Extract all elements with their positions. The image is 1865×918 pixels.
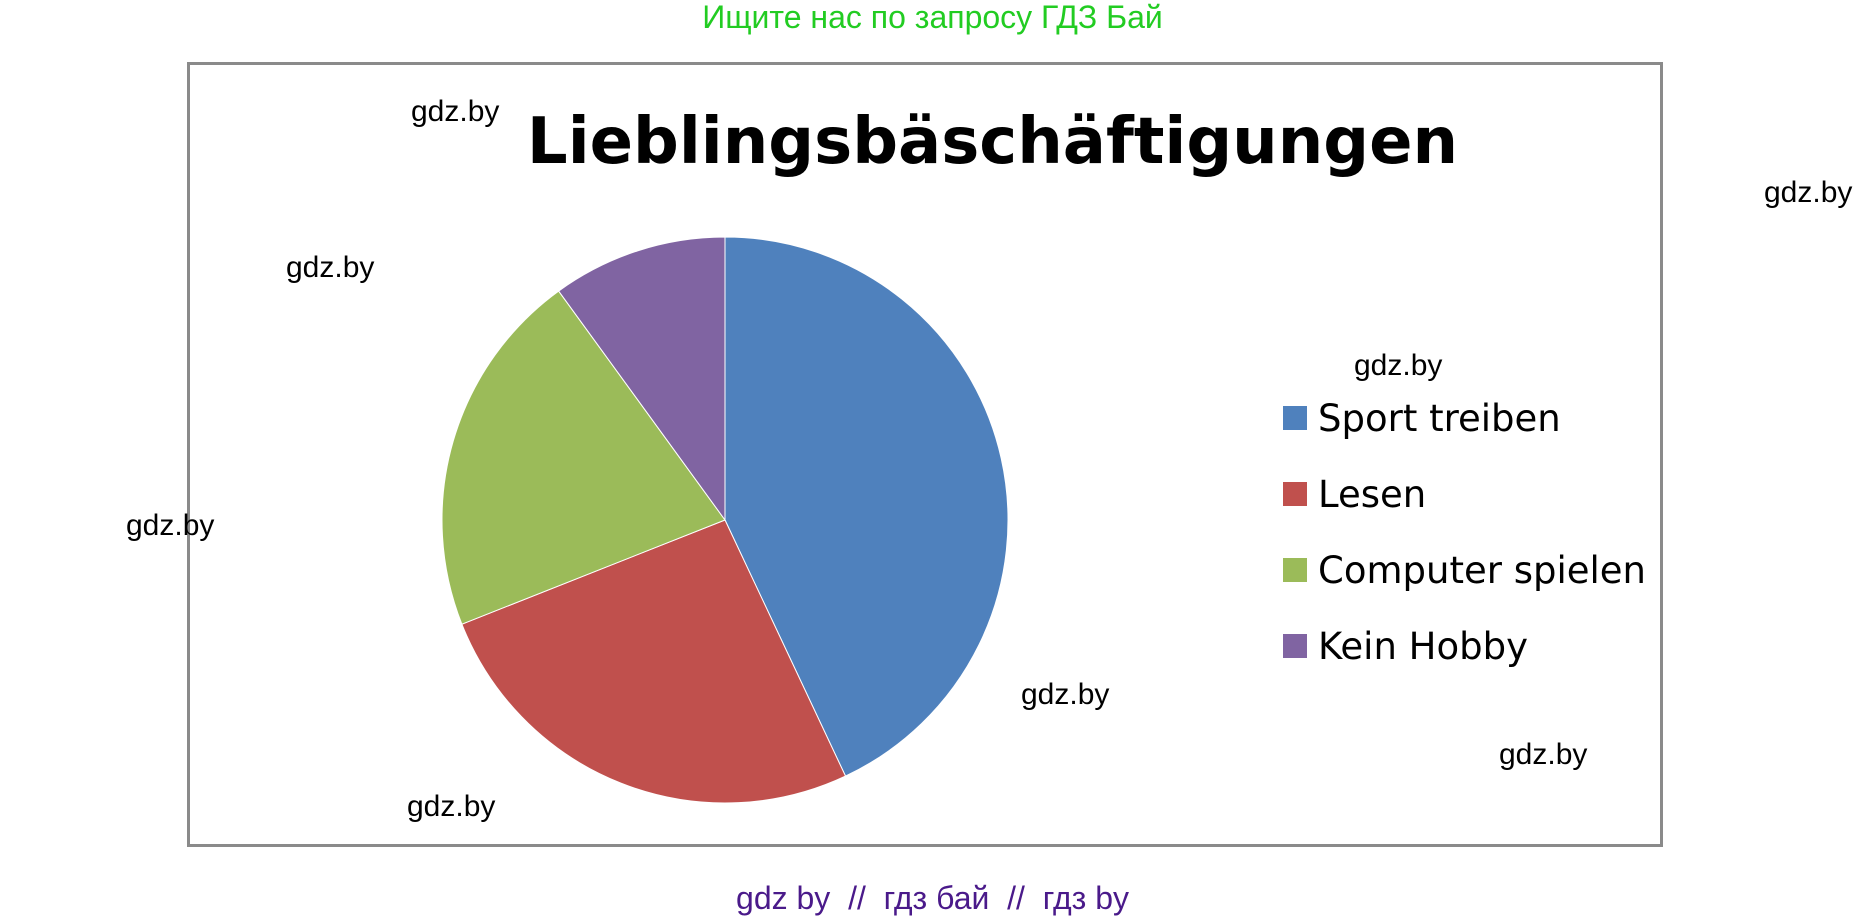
bottom-banner: gdz by // гдз бай // гдз by [736, 880, 1129, 916]
legend-label-sport-treiben: Sport treiben [1318, 396, 1561, 440]
pie-slice-sport-treiben [724, 236, 1009, 777]
chart-title: Lieblingsbäschäftigungen [526, 105, 1459, 179]
watermark: gdz.by [1499, 738, 1588, 771]
watermark: gdz.by [407, 790, 496, 823]
chart-legend: Sport treiben Lesen Computer spielen Kei… [1283, 380, 1646, 684]
legend-label-computer-spielen: Computer spielen [1318, 548, 1646, 592]
legend-label-kein-hobby: Kein Hobby [1318, 624, 1529, 668]
legend-swatch-sport-treiben [1283, 406, 1307, 430]
watermark: gdz.by [1021, 678, 1110, 711]
legend-item-kein-hobby: Kein Hobby [1283, 608, 1646, 684]
pie-slice-computer-spielen [441, 290, 726, 625]
pie-slice-kein-hobby [557, 236, 726, 522]
watermark: gdz.by [1764, 176, 1853, 209]
legend-label-lesen: Lesen [1318, 472, 1427, 516]
legend-item-lesen: Lesen [1283, 456, 1646, 532]
chart-title-container: Lieblingsbäschäftigungen [0, 99, 1865, 185]
pie-slice-lesen [461, 519, 847, 804]
legend-swatch-kein-hobby [1283, 634, 1307, 658]
legend-swatch-computer-spielen [1283, 558, 1307, 582]
legend-item-sport-treiben: Sport treiben [1283, 380, 1646, 456]
watermark: gdz.by [126, 509, 215, 542]
legend-item-computer-spielen: Computer spielen [1283, 532, 1646, 608]
watermark: gdz.by [1354, 349, 1443, 382]
watermark: gdz.by [411, 95, 500, 128]
top-banner: Ищите нас по запросу ГДЗ Бай [702, 0, 1163, 35]
watermark: gdz.by [286, 251, 375, 284]
legend-swatch-lesen [1283, 482, 1307, 506]
